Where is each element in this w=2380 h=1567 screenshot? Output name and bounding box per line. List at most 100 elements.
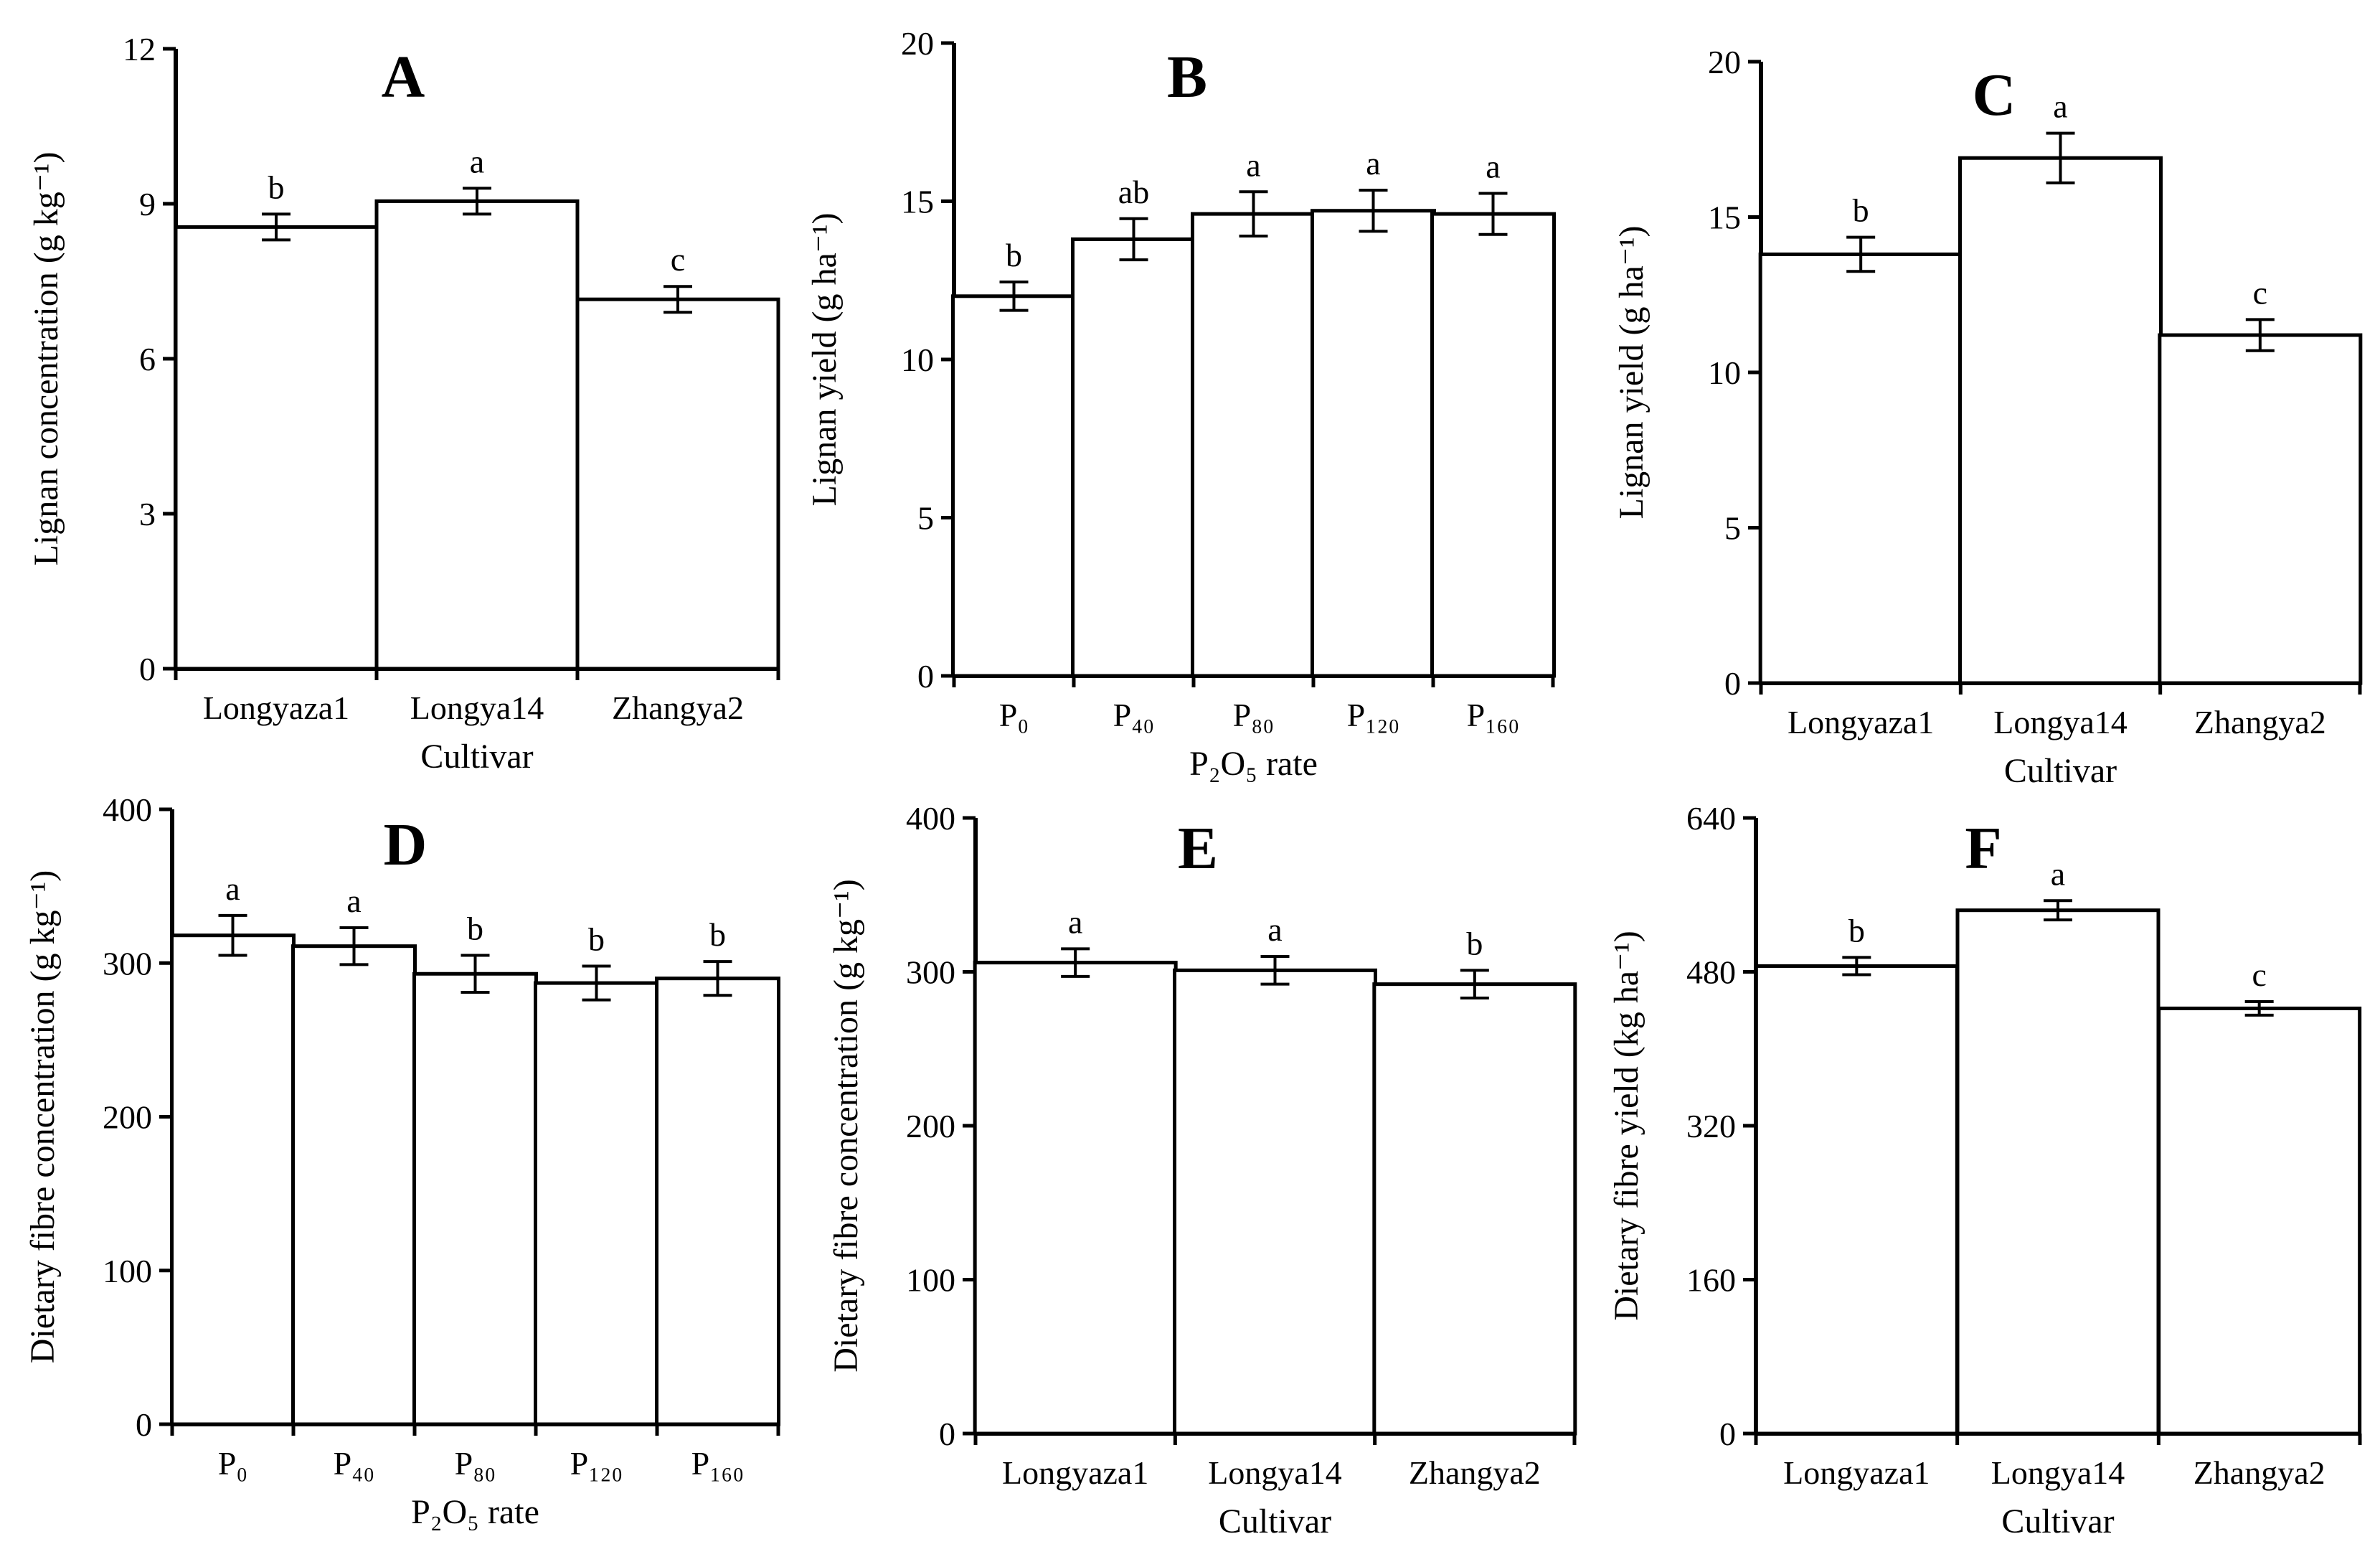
bar xyxy=(1311,209,1436,678)
significance-label: b xyxy=(1006,237,1022,273)
bar xyxy=(2157,1006,2362,1436)
significance-label: b xyxy=(467,910,483,947)
bar xyxy=(2158,333,2363,685)
bar xyxy=(174,225,379,671)
y-tick-label: 20 xyxy=(1708,44,1741,80)
y-tick-label: 320 xyxy=(1686,1108,1736,1144)
panel-title: D xyxy=(384,811,428,878)
x-axis-title: Cultivar xyxy=(420,738,533,776)
panel-c: 0 5 10 15 20 b Longyaza1 a Longya14 c Zhangya2 C Cul… xyxy=(1612,44,2363,790)
significance-label: a xyxy=(225,870,240,907)
panel-b: 0 5 10 15 20 b P₀ ab P₄₀ a P₈₀ a P₁₂₀ a P₁₆₀ B P₂O₅ rate… xyxy=(806,25,1556,783)
significance-label: a xyxy=(2053,88,2067,125)
y-tick-label: 200 xyxy=(103,1099,152,1136)
bar xyxy=(1758,252,1963,685)
significance-label: a xyxy=(2051,855,2065,892)
bar xyxy=(412,971,538,1426)
y-tick-label: 100 xyxy=(906,1262,955,1299)
y-tick-label: 0 xyxy=(939,1416,955,1452)
y-tick-label: 0 xyxy=(136,1406,152,1443)
panel-title: A xyxy=(382,44,425,110)
significance-label: c xyxy=(671,241,685,278)
panel-title: B xyxy=(1167,44,1207,110)
significance-label: a xyxy=(1246,146,1260,183)
bar xyxy=(575,297,780,671)
bar xyxy=(170,933,296,1426)
x-tick-label: P₈₀ xyxy=(455,1445,496,1482)
y-tick-label: 5 xyxy=(917,500,934,537)
significance-label: a xyxy=(470,143,484,179)
significance-label: a xyxy=(1486,148,1500,184)
x-tick-label: Longya14 xyxy=(1991,1454,2125,1491)
x-axis-title: Cultivar xyxy=(2004,752,2117,790)
x-axis-title: Cultivar xyxy=(2001,1502,2114,1540)
y-tick-label: 15 xyxy=(1708,199,1741,236)
bar xyxy=(1754,964,1959,1436)
x-tick-label: P₁₆₀ xyxy=(691,1445,745,1482)
y-tick-label: 5 xyxy=(1724,510,1741,547)
y-axis-title: Dietary fibre yield (kg ha⁻¹) xyxy=(1607,931,1645,1321)
y-tick-label: 400 xyxy=(906,800,955,837)
y-tick-label: 640 xyxy=(1686,800,1736,837)
y-tick-label: 0 xyxy=(1724,665,1741,702)
x-tick-label: Longyaza1 xyxy=(1002,1454,1148,1491)
significance-label: c xyxy=(2252,956,2266,993)
y-axis-title: Dietary fibre concentration (g kg⁻¹) xyxy=(24,870,62,1363)
panel-title: C xyxy=(1973,62,2016,128)
significance-label: a xyxy=(1068,903,1082,940)
significance-label: a xyxy=(1267,911,1282,948)
bar xyxy=(291,944,417,1426)
x-tick-label: Zhangya2 xyxy=(2194,1454,2325,1491)
panel-title: F xyxy=(1965,815,2001,882)
significance-label: b xyxy=(709,916,726,953)
y-tick-label: 0 xyxy=(1719,1416,1736,1452)
y-tick-label: 200 xyxy=(906,1108,955,1144)
y-tick-label: 9 xyxy=(139,186,156,222)
x-tick-label: Longya14 xyxy=(1993,704,2128,740)
bar xyxy=(1071,237,1196,678)
x-axis-title: Cultivar xyxy=(1219,1502,1331,1540)
y-axis-title: Dietary fibre concentration (g kg⁻¹) xyxy=(827,879,865,1372)
x-tick-label: Longyaza1 xyxy=(1788,704,1934,740)
x-tick-label: Longya14 xyxy=(410,690,544,726)
y-tick-label: 20 xyxy=(901,25,934,62)
significance-label: b xyxy=(1853,192,1869,229)
y-tick-label: 6 xyxy=(139,341,156,377)
x-tick-label: P₈₀ xyxy=(1233,697,1275,733)
significance-label: b xyxy=(588,921,605,958)
bar xyxy=(1173,968,1377,1436)
y-axis-title: Lignan concentration (g kg⁻¹) xyxy=(27,152,65,566)
bar xyxy=(1955,908,2161,1436)
x-tick-label: Zhangya2 xyxy=(2194,704,2326,740)
panel-e: 0 100 200 300 400 a Longyaza1 a Longya14 b Zhangya… xyxy=(827,800,1577,1540)
x-tick-label: P₄₀ xyxy=(1113,697,1155,733)
significance-label: b xyxy=(1848,912,1865,949)
y-tick-label: 10 xyxy=(901,342,934,378)
bar xyxy=(1191,212,1316,678)
x-tick-label: P₄₀ xyxy=(334,1445,375,1482)
y-tick-label: 480 xyxy=(1686,954,1736,991)
x-tick-label: P₀ xyxy=(218,1445,248,1482)
panel-title: E xyxy=(1178,815,1218,882)
x-axis-title: P₂O₅ rate xyxy=(411,1493,539,1531)
x-tick-label: Zhangya2 xyxy=(612,690,744,726)
x-tick-label: P₁₂₀ xyxy=(1347,697,1400,733)
y-tick-label: 300 xyxy=(906,954,955,991)
y-tick-label: 160 xyxy=(1686,1262,1736,1299)
y-tick-label: 400 xyxy=(103,791,152,828)
x-tick-label: Longyaza1 xyxy=(1783,1454,1930,1491)
y-tick-label: 12 xyxy=(123,31,156,67)
x-tick-label: Longya14 xyxy=(1208,1454,1342,1491)
x-tick-label: P₀ xyxy=(999,697,1029,733)
bar xyxy=(374,199,580,671)
y-tick-label: 10 xyxy=(1708,354,1741,391)
x-axis-title: P₂O₅ rate xyxy=(1189,745,1318,783)
y-tick-label: 0 xyxy=(917,658,934,695)
significance-label: b xyxy=(1466,925,1483,961)
bar xyxy=(951,294,1077,678)
bar xyxy=(1430,212,1556,678)
panel-d: 0 100 200 300 400 a P₀ a P₄₀ b P₈₀ b P₁₂₀ b P₁₆₀ D P₂O₅ … xyxy=(24,791,780,1531)
bar xyxy=(1958,156,2163,685)
y-tick-label: 100 xyxy=(103,1253,152,1289)
